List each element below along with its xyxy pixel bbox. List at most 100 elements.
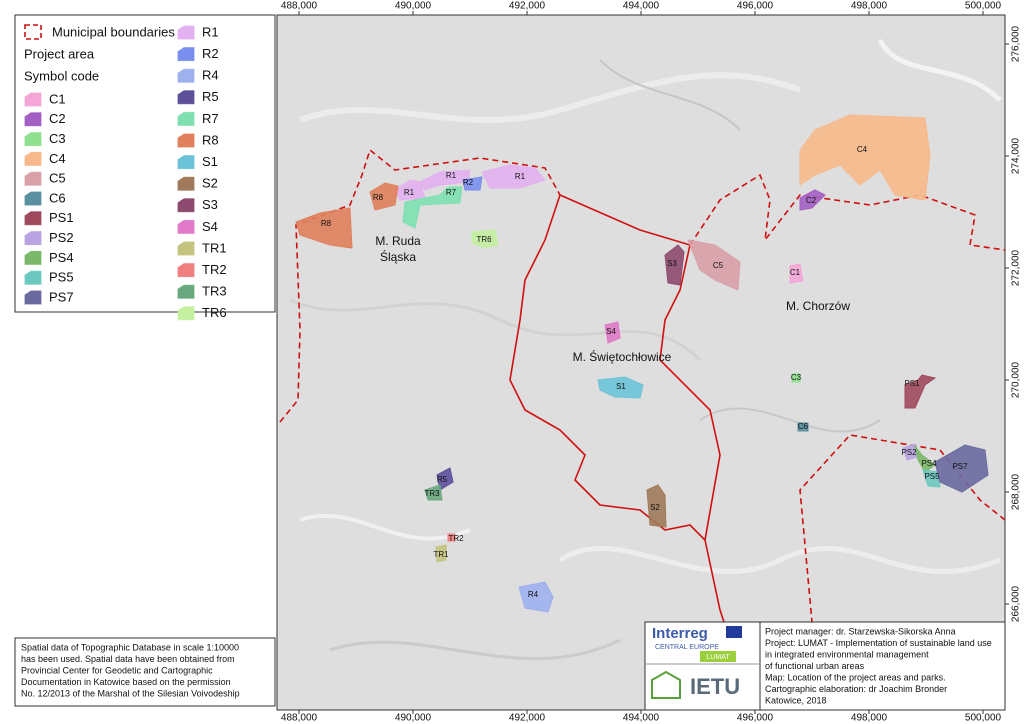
credits-line: Katowice, 2018	[765, 695, 827, 705]
project-area	[369, 182, 399, 211]
area-label: C4	[857, 145, 868, 154]
legend-label: R5	[202, 89, 219, 104]
project-area	[597, 376, 644, 399]
legend-label: S4	[202, 219, 218, 234]
x-tick-label: 494,000	[623, 1, 660, 12]
legend-label: TR2	[202, 262, 227, 277]
area-label: R7	[446, 188, 457, 197]
legend-swatch	[177, 306, 195, 321]
credits-text: Project manager: dr. Starzewska-Sikorska…	[765, 626, 992, 705]
legend-label: S2	[202, 176, 218, 191]
project-area	[471, 229, 499, 249]
area-label: R1	[515, 172, 526, 181]
legend-swatch	[177, 176, 195, 191]
project-area	[462, 176, 483, 191]
project-area	[922, 469, 941, 488]
logo-ietu: IETU	[690, 674, 740, 699]
project-area	[424, 484, 443, 501]
legend-swatch	[24, 132, 42, 147]
legend-swatch	[177, 133, 195, 148]
note-box	[14, 637, 276, 707]
place-name: M. Ruda	[375, 234, 421, 248]
legend-label: R4	[202, 68, 219, 83]
area-label: R2	[463, 178, 474, 187]
credits-line: Project: LUMAT - Implementation of susta…	[765, 638, 992, 648]
project-area	[904, 374, 937, 409]
project-area	[481, 164, 546, 189]
place-name: Śląska	[380, 249, 416, 264]
project-area	[664, 244, 685, 286]
legend-label: S1	[202, 154, 218, 169]
logo-lumat: LUMAT	[706, 654, 730, 661]
legend-label: C5	[49, 171, 66, 186]
project-area	[295, 207, 353, 249]
area-label: C3	[791, 373, 802, 382]
legend-label: C2	[49, 111, 66, 126]
legend-label: C3	[49, 131, 66, 146]
legend-label: Municipal boundaries	[52, 24, 175, 39]
legend-items: C1 C2 C3 C4 C5 C6 PS1 PS2 PS4 PS5 PS7 R1 R2 R4 R5 R7 R8 S…	[24, 24, 227, 321]
legend-label: PS5	[49, 270, 74, 285]
area-label: C1	[790, 268, 801, 277]
ietu-icon	[651, 670, 681, 699]
legend-label: R1	[202, 24, 219, 39]
lumat-badge	[700, 651, 736, 662]
area-label: R8	[321, 219, 332, 228]
legend-label: S3	[202, 197, 218, 212]
note-line: No. 12/2013 of the Marshal of the Silesi…	[21, 688, 240, 698]
legend-swatch	[177, 111, 195, 126]
note-line: Documentation in Katowice based on the p…	[21, 677, 231, 687]
project-area	[394, 179, 426, 201]
project-area	[799, 189, 826, 211]
legend-swatch	[177, 68, 195, 83]
x-tick-label: 492,000	[509, 713, 546, 724]
legend-swatch	[24, 171, 42, 186]
legend-heading: Project area	[24, 46, 95, 61]
project-area	[402, 186, 463, 229]
credits-line: Cartographic elaboration: dr Joachim Bro…	[765, 684, 947, 694]
x-tick-label: 496,000	[737, 713, 774, 724]
legend-label: R2	[202, 46, 219, 61]
logo-interreg: Interreg	[652, 625, 708, 642]
area-label: S3	[667, 259, 677, 268]
project-area	[518, 581, 554, 613]
area-label: S1	[616, 382, 626, 391]
place-name: M. Świętochłowice	[573, 349, 672, 364]
area-label: C6	[798, 422, 809, 431]
y-tick-label: 276,000	[1011, 25, 1022, 62]
area-label: R1	[446, 171, 457, 180]
legend-label: PS7	[49, 289, 74, 304]
note-line: Spatial data of Topographic Database in …	[21, 642, 239, 652]
legend-swatch	[177, 155, 195, 170]
area-label: TR1	[433, 550, 449, 559]
legend-heading: Symbol code	[24, 68, 99, 83]
area-label: R8	[373, 193, 384, 202]
project-area	[687, 239, 741, 291]
hillshade	[289, 38, 1002, 661]
legend-label: C1	[49, 91, 66, 106]
project-area	[435, 544, 447, 563]
y-tick-label: 272,000	[1011, 249, 1022, 286]
legend-swatch	[177, 241, 195, 256]
legend-swatch	[177, 25, 195, 40]
x-tick-label: 494,000	[623, 713, 660, 724]
area-label: PS5	[924, 472, 940, 481]
project-area	[646, 484, 667, 528]
area-label: R5	[437, 475, 448, 484]
x-tick-label: 498,000	[851, 1, 888, 12]
area-label: TR2	[448, 534, 464, 543]
legend-swatch	[24, 151, 42, 166]
logo-subtitle: CENTRAL EUROPE	[655, 644, 719, 651]
y-tick-label: 274,000	[1011, 137, 1022, 174]
area-label: PS2	[901, 448, 917, 457]
area-label: R1	[404, 188, 415, 197]
x-tick-label: 500,000	[965, 1, 1002, 12]
project-area	[799, 114, 931, 201]
legend-swatch	[24, 231, 42, 246]
x-tick-label: 500,000	[965, 713, 1002, 724]
legend-label: C6	[49, 190, 66, 205]
legend-label: TR6	[202, 305, 227, 320]
project-area	[447, 533, 456, 542]
credits-line: Project manager: dr. Starzewska-Sikorska…	[765, 626, 956, 636]
